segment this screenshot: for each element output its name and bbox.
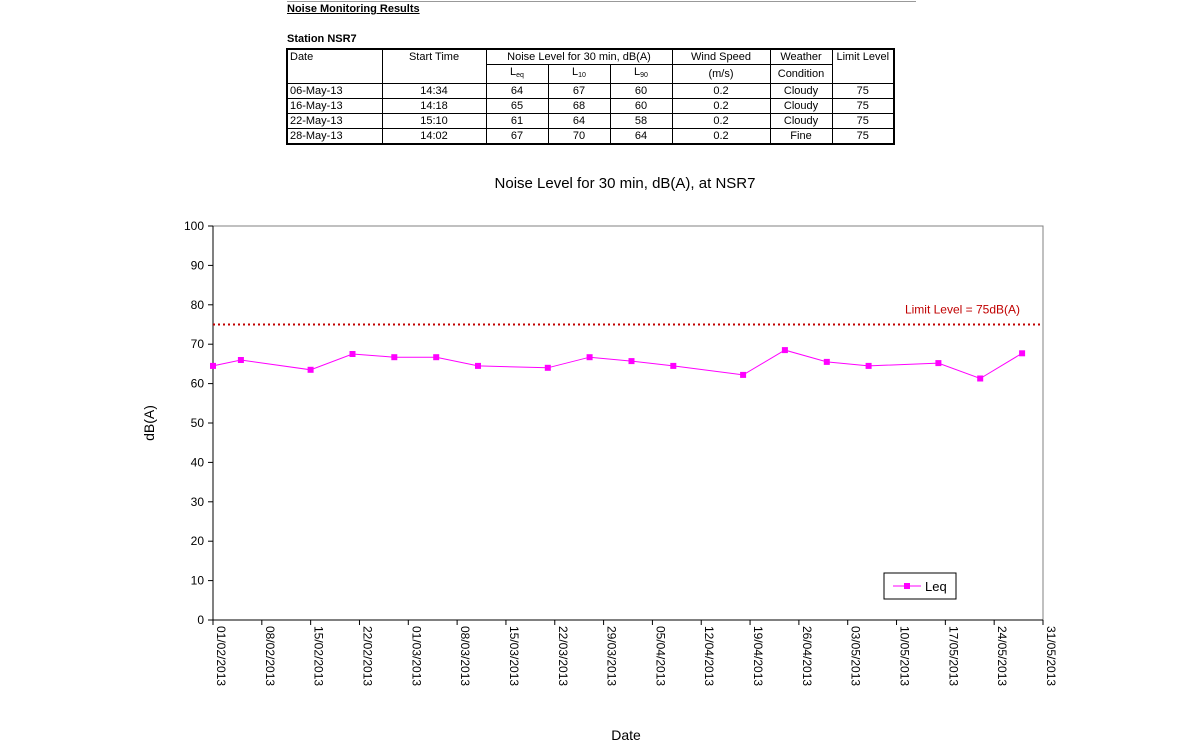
cell-date: 28-May-13 [286,128,383,145]
chart-title: Noise Level for 30 min, dB(A), at NSR7 [495,175,756,192]
header-weather: Weather [769,48,833,65]
x-tick-label: 22/02/2013 [360,626,374,686]
header-limit-level: Limit Level [831,48,895,84]
data-point [210,362,216,369]
header-wind-speed: Wind Speed [671,48,771,65]
y-axis-title: dB(A) [141,405,157,441]
data-point [237,357,244,363]
series-line-leq [212,349,1023,380]
y-tick-label: 80 [191,298,205,312]
cell-l10: 64 [547,113,611,129]
x-tick-label: 19/04/2013 [751,626,765,686]
header-start-time: Start Time [381,48,487,84]
x-tick-label: 29/03/2013 [605,626,619,686]
limit-line-label: Limit Level = 75dB(A) [905,303,1020,317]
x-tick-label: 22/03/2013 [556,626,570,686]
cell-wind: 0.2 [671,113,771,129]
data-point [391,354,398,361]
data-point [823,358,830,365]
y-tick-label: 50 [191,416,205,430]
x-tick-label: 17/05/2013 [946,626,960,686]
data-point [433,354,440,361]
x-axis: 01/02/2013 08/02/2013 15/02/2013 22/02/2013… [212,619,1058,686]
x-tick-label: 03/05/2013 [849,626,863,686]
cell-time: 14:02 [381,128,487,145]
data-point [1019,350,1026,357]
data-point [544,364,551,371]
cell-l10: 70 [547,128,611,145]
x-tick-label: 01/02/2013 [214,626,228,686]
table-row: 06-May-13 14:34 64 67 60 0.2 Cloudy 75 [286,83,895,99]
x-tick-label: 24/05/2013 [995,626,1009,686]
cell-limit: 75 [831,128,895,145]
y-tick-label: 70 [191,337,205,351]
y-tick-label: 90 [191,258,205,272]
y-tick-label: 30 [191,495,205,509]
cell-date: 06-May-13 [286,83,383,99]
table-header-row: Date Start Time Noise Level for 30 min, … [286,48,895,84]
table-row: 22-May-13 15:10 61 64 58 0.2 Cloudy 75 [286,113,895,129]
y-tick-label: 40 [191,455,205,469]
cell-weather: Cloudy [769,113,833,129]
data-point [740,371,747,378]
data-point [628,358,635,365]
legend: Leq [883,572,957,600]
data-point [865,362,872,369]
plot-area [212,225,1044,621]
cell-wind: 0.2 [671,128,771,145]
cell-weather: Fine [769,128,833,145]
x-tick-label: 12/04/2013 [702,626,716,686]
x-axis-title: Date [611,727,641,743]
data-point [307,366,314,373]
report-title: Noise Monitoring Results [287,1,916,16]
x-tick-label: 05/04/2013 [653,626,667,686]
cell-l90: 58 [609,113,673,129]
x-tick-label: 15/02/2013 [312,626,326,686]
series-group [210,347,1026,382]
results-table: Date Start Time Noise Level for 30 min, … [286,48,895,145]
y-tick-label: 60 [191,377,205,391]
x-tick-label: 08/02/2013 [263,626,277,686]
table-row: 28-May-13 14:02 67 70 64 0.2 Fine 75 [286,128,895,145]
cell-leq: 64 [485,83,549,99]
data-point [475,362,481,369]
x-tick-label: 01/03/2013 [409,626,423,686]
limit-line-group: Limit Level = 75dB(A) [213,303,1043,326]
x-tick-label: 15/03/2013 [507,626,521,686]
y-tick-label: 100 [184,219,204,233]
station-label: Station NSR7 [287,33,357,45]
x-tick-label: 08/03/2013 [458,626,472,686]
y-tick-label: 0 [197,613,204,627]
data-point [781,347,788,354]
legend-label: Leq [925,579,947,594]
y-tick-label: 20 [191,534,205,548]
report-header: Noise Monitoring Results Station NSR7 [287,0,916,45]
data-point [935,360,942,367]
cell-leq: 67 [485,128,549,145]
data-point [670,362,677,369]
x-tick-label: 10/05/2013 [898,626,912,686]
x-tick-label: 31/05/2013 [1044,626,1058,686]
data-point [349,351,356,357]
data-point [586,354,593,361]
y-tick-label: 10 [191,574,205,588]
y-axis: 0 10 20 30 40 50 60 70 80 90 100 [184,219,214,627]
header-wind-unit: (m/s) [671,64,771,84]
cell-time: 15:10 [381,113,487,129]
x-tick-label: 26/04/2013 [800,626,814,686]
cell-limit: 75 [831,113,895,129]
data-point [977,375,984,382]
cell-l90: 64 [609,128,673,145]
legend-marker-swatch [904,583,910,589]
